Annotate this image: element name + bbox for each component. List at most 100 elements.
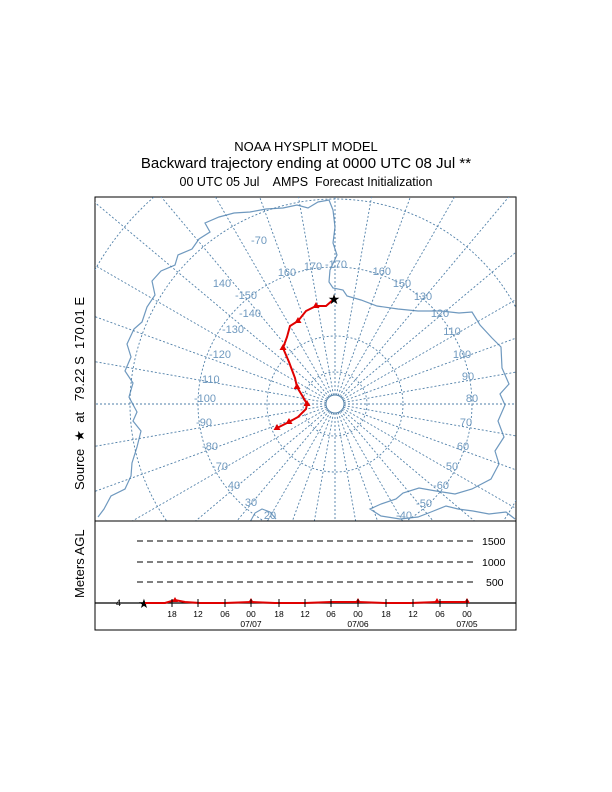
start-marker-label: 4 bbox=[116, 598, 121, 608]
meridian-line bbox=[343, 371, 516, 403]
height-tick-label: 1000 bbox=[482, 557, 506, 569]
longitude-label: -130 bbox=[222, 324, 244, 336]
hour-tick-label: 12 bbox=[193, 609, 203, 619]
meridian-line bbox=[341, 251, 516, 399]
longitude-label: -50 bbox=[416, 498, 432, 510]
meridian-line bbox=[95, 316, 327, 402]
longitude-label: -150 bbox=[235, 290, 257, 302]
meridian-line bbox=[343, 337, 516, 402]
longitude-label: -120 bbox=[209, 349, 231, 361]
longitude-label: 120 bbox=[431, 308, 449, 320]
hour-tick-label: 12 bbox=[300, 609, 310, 619]
meridian-line bbox=[343, 406, 516, 471]
longitude-label: 90 bbox=[462, 371, 474, 383]
latitude-circle bbox=[302, 371, 368, 437]
start-star-icon: ★ bbox=[138, 596, 150, 611]
latitude-circle bbox=[266, 335, 404, 473]
longitude-label: -70 bbox=[212, 461, 228, 473]
meridian-line bbox=[95, 361, 327, 403]
height-marker bbox=[434, 598, 440, 603]
meridian-line bbox=[313, 412, 334, 521]
date-label: 07/06 bbox=[347, 619, 369, 629]
longitude-label: 100 bbox=[453, 349, 471, 361]
height-tick-label: 500 bbox=[486, 577, 504, 589]
antarctic-coastline bbox=[97, 199, 516, 520]
meridian-line bbox=[131, 408, 328, 521]
meridian-line bbox=[339, 411, 404, 521]
hour-tick-label: 12 bbox=[408, 609, 418, 619]
longitude-label: 20 bbox=[264, 510, 276, 522]
trajectory-marker bbox=[293, 383, 301, 389]
initialization-subtitle: 00 UTC 05 Jul AMPS Forecast Initializati… bbox=[179, 175, 433, 189]
height-trajectory-line bbox=[145, 598, 467, 604]
meridian-line bbox=[340, 410, 434, 521]
hour-tick-label: 06 bbox=[220, 609, 230, 619]
longitude-label: 150 bbox=[393, 278, 411, 290]
longitude-label: 140 bbox=[213, 278, 231, 290]
source-location-label: Source ★ at 79.22 S 170.01 E bbox=[72, 296, 87, 490]
longitude-label: 110 bbox=[443, 326, 461, 338]
hour-tick-label: 00 bbox=[353, 609, 363, 619]
date-label: 07/07 bbox=[240, 619, 262, 629]
height-reference-lines bbox=[137, 540, 475, 583]
date-label: 07/05 bbox=[456, 619, 478, 629]
trajectory-marker bbox=[303, 400, 311, 406]
longitude-label: -100 bbox=[194, 393, 216, 405]
trajectory-marker bbox=[273, 424, 281, 430]
hour-tick-label: 00 bbox=[246, 609, 256, 619]
hour-tick-label: 06 bbox=[326, 609, 336, 619]
longitude-label: 170 bbox=[304, 261, 322, 273]
longitude-label: -40 bbox=[396, 510, 412, 522]
hour-tick-label: 00 bbox=[462, 609, 472, 619]
meridian-line bbox=[214, 197, 331, 397]
longitude-label: 50 bbox=[446, 461, 458, 473]
meridian-line bbox=[95, 202, 329, 399]
hour-tick-label: 18 bbox=[274, 609, 284, 619]
longitude-label: 70 bbox=[460, 417, 472, 429]
model-title: NOAA HYSPLIT MODEL bbox=[234, 139, 378, 154]
trajectory-marker bbox=[312, 302, 320, 308]
longitude-label: 80 bbox=[466, 393, 478, 405]
longitude-label: -90 bbox=[196, 417, 212, 429]
longitude-label: 130 bbox=[414, 291, 432, 303]
height-tick-label: 1500 bbox=[482, 536, 506, 548]
trajectory-line bbox=[276, 298, 335, 429]
peninsula-coastline bbox=[249, 508, 277, 521]
longitude-label: -110 bbox=[198, 374, 219, 386]
meridian-line bbox=[259, 197, 333, 396]
meridian-line bbox=[95, 405, 327, 447]
meridian-line bbox=[236, 410, 330, 521]
longitude-label: 160 bbox=[278, 267, 296, 279]
meridian-line bbox=[339, 197, 456, 397]
trajectory-markers bbox=[273, 302, 320, 430]
meridian-line bbox=[194, 409, 329, 521]
longitude-label: -140 bbox=[239, 308, 261, 320]
meridian-line bbox=[337, 412, 379, 521]
hour-tick-label: 18 bbox=[167, 609, 177, 619]
longitude-label: 60 bbox=[457, 441, 469, 453]
meridian-line bbox=[342, 298, 516, 400]
meters-agl-axis-label: Meters AGL bbox=[72, 529, 87, 598]
meridian-line bbox=[298, 197, 334, 396]
source-star-icon: ★ bbox=[328, 291, 341, 307]
meridian-line bbox=[343, 405, 516, 437]
trajectory-marker bbox=[285, 418, 293, 424]
longitude-label: 30 bbox=[245, 497, 257, 509]
longitude-label: -170 bbox=[325, 259, 347, 271]
hour-tick-label: 06 bbox=[435, 609, 445, 619]
trajectory-title: Backward trajectory ending at 0000 UTC 0… bbox=[140, 155, 472, 172]
longitude-label: -70 bbox=[251, 235, 267, 247]
meridian-line bbox=[340, 197, 510, 398]
meridian-line bbox=[336, 412, 357, 521]
vertical-profile-panel: 1500 1000 500 4 ★ 18 12 06 00 18 12 06 00 18 12 06 00… bbox=[94, 520, 517, 631]
meridian-line bbox=[266, 411, 331, 521]
meridian-line bbox=[291, 412, 333, 521]
trajectory-marker bbox=[279, 344, 287, 350]
meridian-line bbox=[341, 409, 476, 521]
hour-tick-label: 18 bbox=[381, 609, 391, 619]
meridian-line bbox=[95, 406, 327, 492]
longitude-label: -160 bbox=[369, 266, 391, 278]
height-marker bbox=[172, 597, 178, 602]
